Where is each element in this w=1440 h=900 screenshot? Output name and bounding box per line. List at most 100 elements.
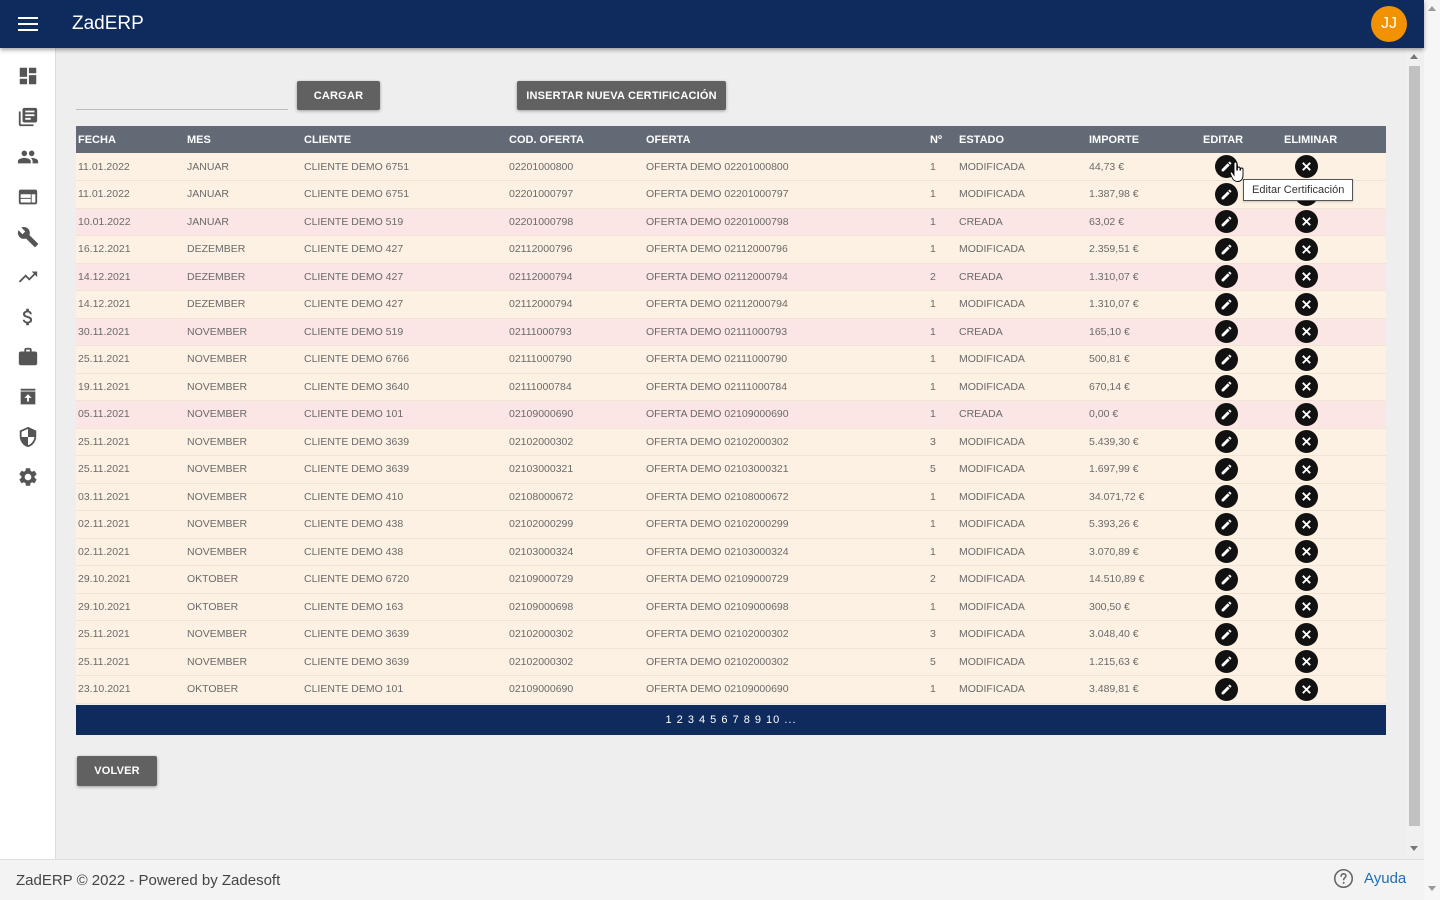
web-icon[interactable] (16, 185, 40, 209)
table-row[interactable]: 16.12.2021 DEZEMBER CLIENTE DEMO 427 021120… (76, 235, 1386, 264)
scroll-down-arrow-icon[interactable] (1410, 846, 1418, 851)
table-row[interactable]: 25.11.2021 NOVEMBER CLIENTE DEMO 3639 02102… (76, 620, 1386, 649)
col-header-estado[interactable]: ESTADO (959, 133, 1005, 146)
cargar-button[interactable]: CARGAR (297, 81, 380, 110)
cell-cliente: CLIENTE DEMO 3639 (302, 648, 507, 676)
table-row[interactable]: 30.11.2021 NOVEMBER CLIENTE DEMO 519 021110… (76, 318, 1386, 346)
delete-x-icon[interactable] (1295, 237, 1318, 261)
delete-x-icon[interactable] (1295, 595, 1318, 619)
edit-pencil-icon[interactable] (1215, 485, 1238, 509)
table-row[interactable]: 10.01.2022 JANUAR CLIENTE DEMO 519 02201000… (76, 208, 1386, 236)
col-header-mes[interactable]: MES (187, 133, 211, 146)
cell-fecha: 25.11.2021 (76, 455, 185, 484)
help-link[interactable]: Ayuda (1333, 868, 1406, 889)
edit-pencil-icon[interactable] (1215, 677, 1238, 701)
scroll-up-arrow-icon[interactable] (1410, 54, 1418, 59)
insertar-certificacion-button[interactable]: INSERTAR NUEVA CERTIFICACIÓN (517, 81, 726, 110)
edit-pencil-icon[interactable] (1215, 512, 1238, 536)
cell-cod: 02109000690 (507, 400, 644, 429)
table-row[interactable]: 25.11.2021 NOVEMBER CLIENTE DEMO 6766 02111… (76, 345, 1386, 374)
table-row[interactable]: 19.11.2021 NOVEMBER CLIENTE DEMO 3640 02111… (76, 373, 1386, 401)
table-row[interactable]: 25.11.2021 NOVEMBER CLIENTE DEMO 3639 02102… (76, 428, 1386, 456)
edit-pencil-icon[interactable] (1215, 622, 1238, 646)
briefcase-icon[interactable] (16, 345, 40, 369)
delete-x-icon[interactable] (1295, 265, 1318, 289)
delete-x-icon[interactable] (1295, 677, 1318, 701)
table-row[interactable]: 14.12.2021 DEZEMBER CLIENTE DEMO 427 021120… (76, 290, 1386, 319)
table-row[interactable]: 14.12.2021 DEZEMBER CLIENTE DEMO 427 021120… (76, 263, 1386, 291)
table-row[interactable]: 25.11.2021 NOVEMBER CLIENTE DEMO 3639 02103… (76, 455, 1386, 484)
scroll-thumb[interactable] (1409, 66, 1420, 826)
delete-x-icon[interactable] (1295, 512, 1318, 536)
cell-oferta: OFERTA DEMO 02201000800 (644, 153, 928, 181)
col-header-fecha[interactable]: FECHA (78, 133, 116, 146)
edit-pencil-icon[interactable] (1215, 540, 1238, 564)
delete-x-icon[interactable] (1295, 292, 1318, 316)
table-row[interactable]: 02.11.2021 NOVEMBER CLIENTE DEMO 438 021020… (76, 510, 1386, 539)
table-row[interactable]: 23.10.2021 OKTOBER CLIENTE DEMO 101 0210900… (76, 675, 1386, 704)
edit-pencil-icon[interactable] (1215, 375, 1238, 399)
page-scroll-down-arrow-icon[interactable] (1428, 886, 1436, 891)
edit-pencil-icon[interactable] (1215, 430, 1238, 454)
col-header-cliente[interactable]: CLIENTE (304, 133, 352, 146)
delete-x-icon[interactable] (1295, 485, 1318, 509)
table-row[interactable]: 29.10.2021 OKTOBER CLIENTE DEMO 6720 021090… (76, 565, 1386, 594)
delete-x-icon[interactable] (1295, 347, 1318, 371)
edit-pencil-icon[interactable] (1215, 595, 1238, 619)
hamburger-menu-icon[interactable] (0, 0, 56, 48)
delete-x-icon[interactable] (1295, 457, 1318, 481)
delete-x-icon[interactable] (1295, 155, 1318, 178)
page-scrollbar[interactable] (1424, 0, 1440, 900)
gear-icon[interactable] (16, 465, 40, 489)
vertical-scrollbar[interactable] (1406, 48, 1424, 859)
user-avatar[interactable]: JJ (1371, 6, 1407, 42)
delete-x-icon[interactable] (1295, 375, 1318, 399)
edit-pencil-icon[interactable] (1215, 402, 1238, 426)
table-row[interactable]: 03.11.2021 NOVEMBER CLIENTE DEMO 410 021080… (76, 483, 1386, 511)
edit-pencil-icon[interactable] (1215, 265, 1238, 289)
cell-editar (1201, 565, 1282, 594)
trending-up-icon[interactable] (16, 265, 40, 289)
cell-importe: 63,02 € (1087, 208, 1201, 236)
edit-pencil-icon[interactable] (1215, 320, 1238, 344)
col-header-oferta[interactable]: OFERTA (646, 133, 691, 146)
table-row[interactable]: 11.01.2022 JANUAR CLIENTE DEMO 6751 0220100… (76, 180, 1386, 209)
delete-x-icon[interactable] (1295, 320, 1318, 344)
delete-x-icon[interactable] (1295, 650, 1318, 674)
delete-x-icon[interactable] (1295, 430, 1318, 454)
edit-pencil-icon[interactable] (1215, 457, 1238, 481)
cell-fecha: 10.01.2022 (76, 208, 185, 236)
shield-icon[interactable] (16, 425, 40, 449)
dashboard-icon[interactable] (16, 64, 40, 88)
edit-pencil-icon[interactable] (1215, 182, 1238, 206)
table-row[interactable]: 25.11.2021 NOVEMBER CLIENTE DEMO 3639 02102… (76, 648, 1386, 676)
cell-num: 1 (928, 318, 957, 346)
wrench-icon[interactable] (16, 225, 40, 249)
col-header-importe[interactable]: IMPORTE (1089, 133, 1140, 146)
col-header-cod-oferta[interactable]: COD. OFERTA (509, 133, 584, 146)
library-books-icon[interactable] (16, 105, 40, 129)
delete-x-icon[interactable] (1295, 210, 1318, 234)
col-header-num[interactable]: Nº (930, 133, 942, 146)
table-row[interactable]: 11.01.2022 JANUAR CLIENTE DEMO 6751 0220100… (76, 153, 1386, 181)
volver-button[interactable]: VOLVER (77, 756, 157, 786)
edit-pencil-icon[interactable] (1215, 237, 1238, 261)
delete-x-icon[interactable] (1295, 567, 1318, 591)
edit-pencil-icon[interactable] (1215, 650, 1238, 674)
table-row[interactable]: 02.11.2021 NOVEMBER CLIENTE DEMO 438 021030… (76, 538, 1386, 566)
page-scroll-up-arrow-icon[interactable] (1428, 6, 1436, 11)
edit-pencil-icon[interactable] (1215, 347, 1238, 371)
delete-x-icon[interactable] (1295, 622, 1318, 646)
edit-pencil-icon[interactable] (1215, 210, 1238, 234)
delete-x-icon[interactable] (1295, 540, 1318, 564)
edit-pencil-icon[interactable] (1215, 292, 1238, 316)
pagination[interactable]: 1 2 3 4 5 6 7 8 9 10 ... (76, 705, 1386, 735)
archive-icon[interactable] (16, 385, 40, 409)
dollar-icon[interactable] (16, 305, 40, 329)
people-icon[interactable] (16, 145, 40, 169)
table-row[interactable]: 05.11.2021 NOVEMBER CLIENTE DEMO 101 021090… (76, 400, 1386, 429)
file-input[interactable] (76, 84, 288, 110)
delete-x-icon[interactable] (1295, 402, 1318, 426)
table-row[interactable]: 29.10.2021 OKTOBER CLIENTE DEMO 163 0210900… (76, 593, 1386, 621)
edit-pencil-icon[interactable] (1215, 567, 1238, 591)
